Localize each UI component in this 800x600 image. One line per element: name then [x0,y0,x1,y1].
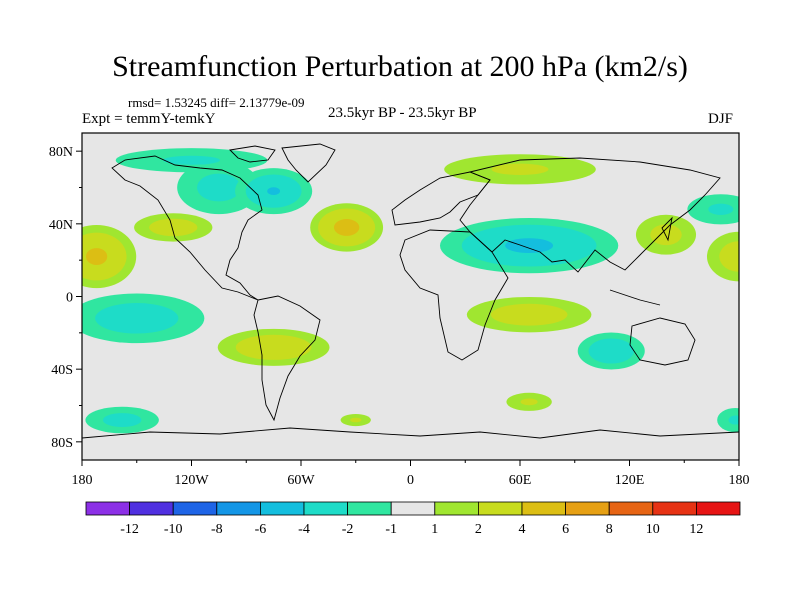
contour-band [728,415,739,425]
colorbar-box [259,501,305,516]
colorbar-label: 12 [689,522,703,537]
y-tick-label: 0 [66,291,73,306]
contour-band [102,413,142,427]
contour-feature [340,413,371,427]
x-tick-label: 120E [615,473,645,488]
contour-band [163,155,220,165]
contour-band [505,238,554,254]
colorbar-label: -12 [120,522,139,537]
colorbar-box [434,501,479,516]
colorbar-box [696,501,741,516]
colorbar-box [477,501,523,516]
colorbar-box [608,501,654,516]
contour-band [235,334,312,360]
contour-band [197,173,241,202]
contour-feature [687,194,739,225]
contour-band [717,407,739,433]
contour-band [85,248,108,265]
colorbar-label: 1 [431,522,438,537]
colorbar-label: -4 [298,522,310,537]
contour-feature [466,296,592,333]
season-label: DJF [708,111,734,127]
contour-feature [82,293,205,344]
colorbar-box [172,501,218,516]
contour-band [650,224,682,246]
contour-feature [577,332,645,370]
colorbar: -12 -10 -8 -6 -4 -2 -1 1 2 4 6 8 10 12 [85,501,741,537]
contour-feature [217,328,330,366]
x-tick-label: 60W [287,473,315,488]
x-tick-label: 180 [72,473,93,488]
colorbar-box [129,501,174,516]
contour-feature [82,224,137,289]
experiment-label: Expt = temmY-temkY [82,111,216,127]
colorbar-label: -6 [255,522,267,537]
colorbar-box [652,501,697,516]
y-tick-label: 40S [51,363,73,378]
center-label: 23.5kyr BP - 23.5kyr BP [328,105,477,121]
contour-feature [444,154,596,185]
contour-feature [439,218,619,274]
x-tick-label: 60E [509,473,532,488]
contour-feature [635,214,697,255]
contour-band [520,398,538,406]
colorbar-box [85,501,130,516]
contour-feature [115,148,268,173]
contour-band [350,417,362,423]
colorbar-label: -1 [385,522,397,537]
axes: 180 120W 60W 0 60E 120E 180 80N 40N 0 40S 80S [49,145,750,488]
contour-feature [706,231,739,282]
y-tick-label: 80S [51,436,73,451]
x-tick-label: 0 [407,473,414,488]
stats-label: rmsd= 1.53245 diff= 2.13779e-09 [128,95,305,110]
contour-feature [85,406,159,434]
colorbar-box [521,501,566,516]
colorbar-label: 6 [562,522,569,537]
colorbar-label: 2 [475,522,482,537]
contour-layer [82,148,739,434]
contour-band [333,219,360,236]
contour-feature [310,203,384,252]
contour-feature [235,168,313,215]
y-tick-label: 40N [49,218,73,233]
contour-feature [134,213,213,242]
colorbar-box [303,501,348,516]
contour-band [719,241,739,272]
colorbar-label: -10 [164,522,183,537]
colorbar-box [390,501,436,516]
contour-band [491,163,549,175]
colorbar-label: 8 [606,522,613,537]
contour-band [490,303,568,326]
colorbar-label: -8 [211,522,223,537]
contour-band [95,303,179,334]
contour-band [588,338,634,364]
x-tick-label: 180 [729,473,750,488]
colorbar-label: -2 [342,522,354,537]
contour-band [267,187,281,195]
colorbar-box [565,501,610,516]
coastlines [82,143,739,439]
colorbar-label: 10 [646,522,660,537]
contour-feature [717,407,739,433]
x-tick-label: 120W [174,473,209,488]
chart-title: Streamfunction Perturbation at 200 hPa (… [112,50,688,83]
contour-band [149,218,198,237]
colorbar-box [347,501,392,516]
y-tick-label: 80N [49,145,73,160]
contour-band [708,203,734,215]
colorbar-label: 4 [519,522,526,537]
contour-feature [506,392,552,411]
colorbar-box [216,501,261,516]
